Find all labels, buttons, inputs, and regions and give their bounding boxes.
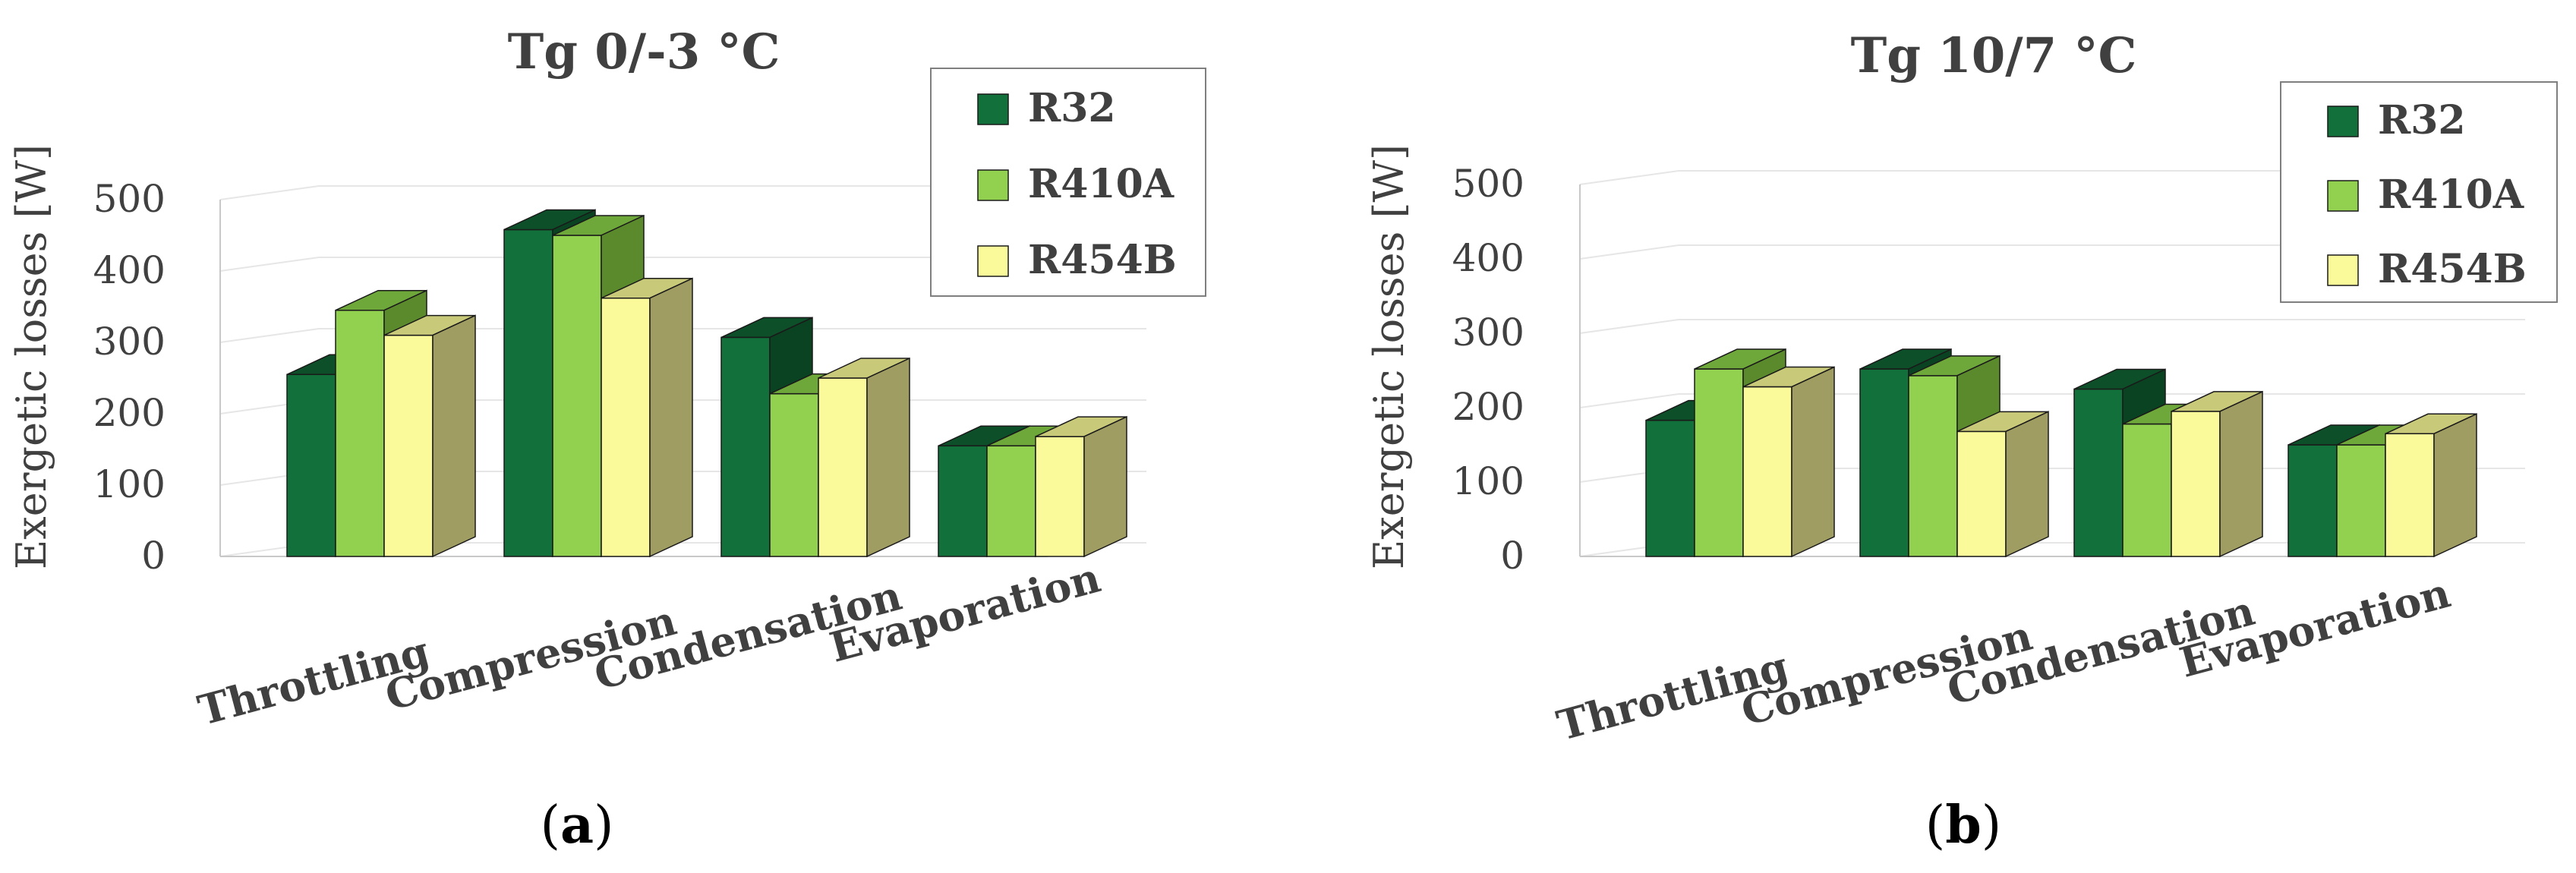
chart-panel-a: 0 100 200 300 400 500 Throttling Compression Con… — [8, 24, 1206, 856]
chart-b-y-tick-500: 500 — [1452, 162, 1524, 206]
chart-a-bar-front-condensation-r32 — [720, 336, 771, 557]
chart-a: 0100200300400500ThrottlingCompressionCon… — [8, 24, 1206, 856]
chart-panel-b: 0 100 200 300 400 500 Throttling Compression Con… — [1288, 0, 2575, 873]
chart-a-y-tick-500: 500 — [93, 177, 166, 221]
chart-b-bar-front-condensation-r32 — [2073, 388, 2124, 557]
chart-b-legend-label-r32: R32 — [2378, 97, 2466, 143]
chart-b-legend-box — [2280, 81, 2558, 303]
chart-a-legend-swatch-r32 — [977, 93, 1009, 125]
chart-a-bar-front-compression-r410a — [552, 235, 602, 557]
chart-a-bar-side-condensation-r454b — [866, 357, 910, 558]
chart-b-panel-label-letter: b — [1945, 795, 1982, 856]
chart-a-y-tick-400: 400 — [93, 248, 166, 292]
chart-b-bar-throttling-r454b — [1742, 366, 1835, 558]
chart-a-gridline-300 — [219, 328, 1146, 343]
chart-a-y-tick-0: 0 — [141, 534, 166, 578]
chart-b-y-tick-400: 400 — [1452, 236, 1524, 280]
chart-a-legend-swatch-r454b — [977, 245, 1009, 277]
chart-b-gridline-300 — [1579, 319, 2525, 334]
chart-a-bars — [286, 209, 1127, 558]
chart-a-bar-evaporation-r454b — [1035, 415, 1127, 558]
chart-a-legend-swatch-r410a — [977, 169, 1009, 201]
chart-b-bar-front-condensation-r454b — [2171, 411, 2221, 557]
chart-a-bar-front-throttling-r454b — [383, 334, 434, 557]
chart-b-bar-front-compression-r454b — [1956, 430, 2007, 557]
chart-a-bar-throttling-r454b — [383, 314, 476, 558]
chart-b-bar-front-throttling-r410a — [1694, 368, 1744, 557]
chart-a-gridline-500 — [219, 185, 1146, 200]
chart-a-bar-side-evaporation-r454b — [1083, 415, 1127, 558]
chart-b-bar-front-compression-r32 — [1859, 368, 1909, 557]
chart-a-panel-label-letter: a — [560, 795, 594, 856]
chart-b-legend-swatch-r454b — [2327, 254, 2359, 286]
chart-b-bar-side-evaporation-r454b — [2433, 413, 2477, 558]
chart-b-y-axis-label: Exergetic losses [W] — [1365, 144, 1413, 569]
chart-a-bar-front-condensation-r410a — [769, 392, 819, 557]
chart-a-legend-label-r410a: R410A — [1028, 161, 1174, 207]
chart-a-bar-front-evaporation-r32 — [938, 445, 988, 557]
chart-a-bar-side-throttling-r454b — [432, 314, 476, 558]
chart-b-y-tick-300: 300 — [1452, 310, 1524, 355]
chart-a-bar-side-compression-r454b — [649, 277, 693, 558]
chart-b-legend-label-r454b: R454B — [2378, 246, 2527, 292]
chart-a-bar-front-throttling-r410a — [335, 309, 385, 557]
chart-a-bar-front-compression-r32 — [503, 228, 553, 557]
chart-b-y-tick-100: 100 — [1452, 459, 1524, 503]
chart-b-bar-front-throttling-r454b — [1742, 386, 1792, 557]
chart-a-y-axis-label: Exergetic losses [W] — [8, 144, 55, 569]
chart-b-y-tick-200: 200 — [1452, 385, 1524, 429]
chart-b-legend-swatch-r410a — [2327, 180, 2359, 212]
chart-b-bar-evaporation-r454b — [2385, 413, 2477, 558]
chart-b-bar-front-condensation-r410a — [2122, 423, 2172, 557]
chart-b-y-ticks: 0 100 200 300 400 500 — [1452, 162, 1524, 578]
chart-b-bars — [1645, 348, 2477, 558]
chart-a-gridline-400 — [219, 257, 1146, 272]
chart-b-bar-front-throttling-r32 — [1645, 419, 1695, 557]
chart-a-panel-label-open: ( — [540, 796, 560, 856]
chart-b-panel-label: (b) — [1925, 795, 2002, 856]
chart-b-gridline-400 — [1579, 244, 2525, 260]
chart-a-legend: R32 R410A R454B — [930, 68, 1206, 297]
chart-b-legend-swatch-r32 — [2327, 106, 2359, 137]
chart-a-bar-compression-r454b — [601, 277, 693, 558]
chart-b-legend-label-r410a: R410A — [2378, 172, 2524, 218]
chart-a-panel-label: (a) — [540, 795, 613, 856]
chart-a-legend-box — [930, 68, 1206, 297]
chart-a-bar-condensation-r454b — [818, 357, 910, 558]
chart-b: 0100200300400500ThrottlingCompressionCon… — [1365, 27, 2558, 856]
chart-a-bar-front-condensation-r454b — [818, 377, 868, 557]
chart-a-y-tick-200: 200 — [93, 391, 166, 435]
chart-a-bar-front-evaporation-r410a — [986, 445, 1036, 557]
chart-b-title: Tg 10/7 °C — [1851, 27, 2137, 84]
chart-b-bar-side-compression-r454b — [2005, 411, 2049, 558]
chart-b-bar-front-compression-r410a — [1908, 375, 1958, 557]
chart-a-bar-front-evaporation-r454b — [1035, 436, 1085, 557]
chart-b-legend: R32 R410A R454B — [2280, 81, 2558, 303]
chart-b-panel-label-close: ) — [1982, 796, 2002, 856]
chart-a-bar-front-throttling-r32 — [286, 373, 336, 557]
chart-b-bar-front-evaporation-r32 — [2288, 444, 2338, 557]
chart-b-bar-compression-r454b — [1956, 411, 2049, 558]
chart-a-y-tick-100: 100 — [93, 462, 166, 506]
chart-b-bar-condensation-r454b — [2171, 390, 2263, 558]
chart-a-legend-label-r454b: R454B — [1028, 237, 1177, 283]
chart-a-y-tick-300: 300 — [93, 320, 166, 364]
chart-a-bar-front-compression-r454b — [601, 297, 651, 557]
chart-b-bar-front-evaporation-r454b — [2385, 433, 2435, 557]
chart-b-gridline-500 — [1579, 170, 2525, 185]
chart-b-y-tick-0: 0 — [1500, 534, 1524, 578]
chart-b-bar-front-evaporation-r410a — [2336, 444, 2386, 557]
chart-a-y-ticks: 0 100 200 300 400 500 — [93, 177, 166, 578]
chart-a-title: Tg 0/-3 °C — [508, 24, 780, 80]
chart-b-panel-label-open: ( — [1925, 796, 1946, 856]
chart-b-bar-side-condensation-r454b — [2219, 390, 2263, 558]
chart-a-panel-label-close: ) — [594, 796, 614, 856]
chart-b-bar-side-throttling-r454b — [1791, 366, 1835, 558]
chart-a-legend-label-r32: R32 — [1028, 85, 1116, 131]
